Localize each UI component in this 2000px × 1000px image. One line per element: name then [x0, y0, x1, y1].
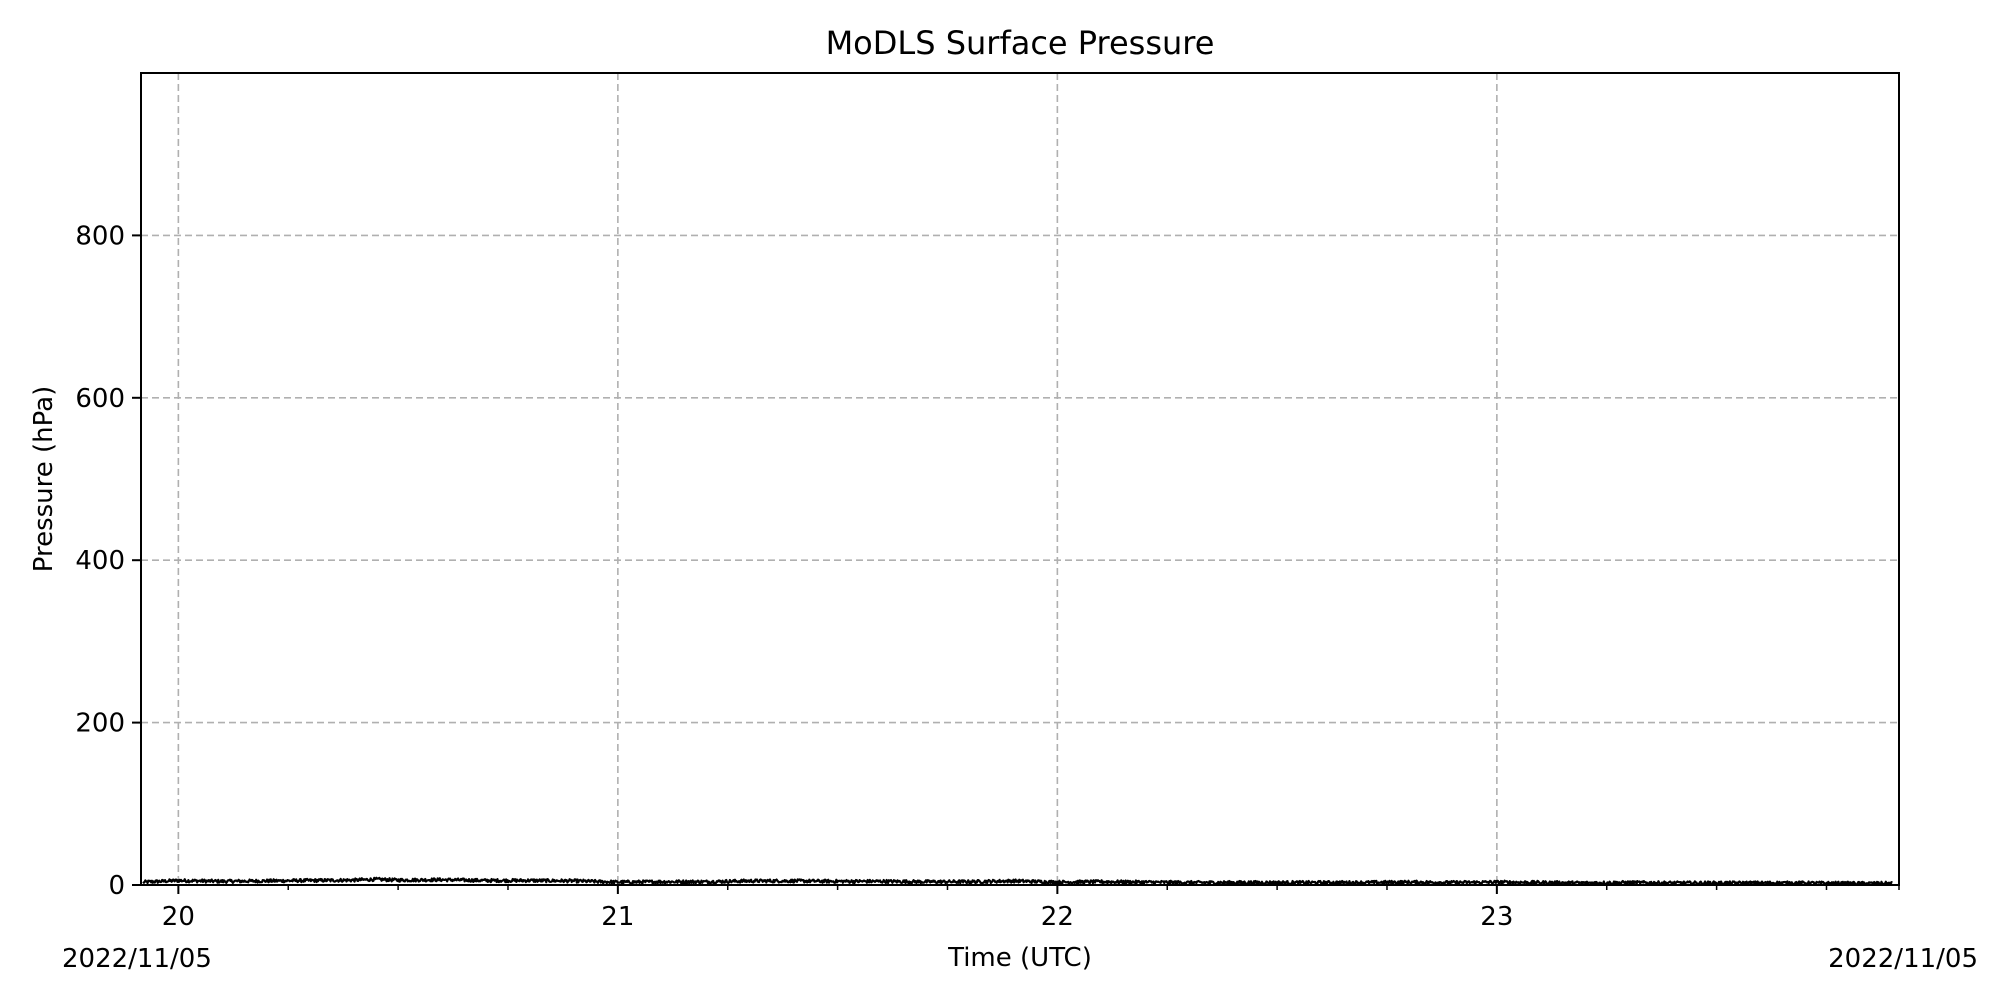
series-line: [142, 876, 1893, 887]
date-end-label: 2022/11/05: [1828, 944, 1978, 974]
plot-frame: [140, 72, 1900, 886]
y-tick-label: 200: [75, 709, 125, 739]
date-start-label: 2022/11/05: [62, 944, 212, 974]
y-tick-label: 600: [75, 384, 125, 414]
x-tick-label: 22: [1041, 902, 1074, 932]
y-tick-label: 800: [75, 221, 125, 251]
y-axis-label: Pressure (hPa): [29, 386, 59, 573]
y-tick-label: 400: [75, 546, 125, 576]
x-tick-label: 21: [601, 902, 634, 932]
tick-layer: 0 200 400 600 800 20 21 22 23: [75, 221, 1900, 932]
y-tick-label: 0: [108, 871, 125, 901]
x-axis-label: Time (UTC): [947, 943, 1092, 973]
series-layer: [142, 876, 1893, 887]
x-tick-label: 23: [1480, 902, 1513, 932]
chart-title: MoDLS Surface Pressure: [826, 24, 1215, 62]
grid-layer: [141, 73, 1899, 885]
x-tick-label: 20: [162, 902, 195, 932]
